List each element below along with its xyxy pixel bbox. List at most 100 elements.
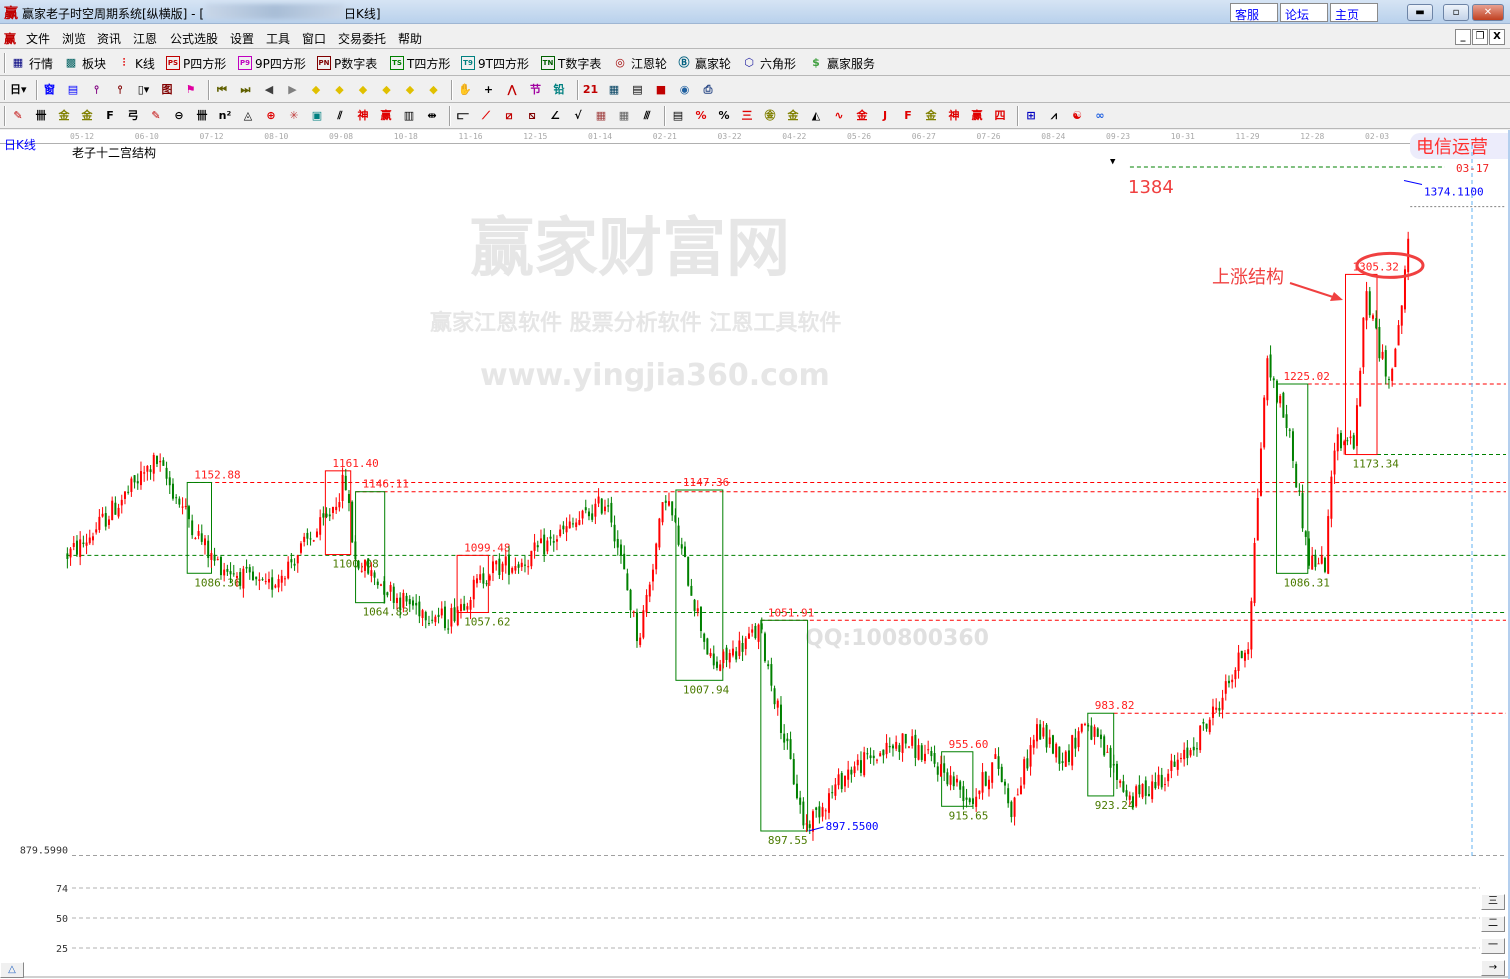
pencil-icon[interactable]: 铅 bbox=[551, 80, 567, 100]
web-icon[interactable]: ✳ bbox=[286, 106, 302, 126]
line-draw-icon[interactable]: ⋀ bbox=[504, 80, 520, 100]
menu-0[interactable]: 文件 bbox=[26, 32, 51, 46]
god-icon[interactable]: 神 bbox=[355, 106, 371, 126]
diamond-zoom-out-icon[interactable]: ◆ bbox=[426, 80, 442, 100]
panel-two-lines-button[interactable]: 二 bbox=[1481, 916, 1505, 932]
diamond-expand-icon[interactable]: ◆ bbox=[355, 80, 371, 100]
customer-service-button[interactable]: 客服 bbox=[1230, 3, 1278, 22]
menu-7[interactable]: 窗口 bbox=[302, 32, 327, 46]
measure-icon[interactable]: ⇹ bbox=[424, 106, 440, 126]
print-icon[interactable]: ⎙ bbox=[700, 80, 716, 100]
flag-icon[interactable]: ⚑ bbox=[183, 80, 199, 100]
pillar-icon[interactable]: ◭ bbox=[808, 106, 824, 126]
table-icon[interactable]: ▤ bbox=[670, 106, 686, 126]
ruler-123-icon[interactable]: ▥ bbox=[401, 106, 417, 126]
last-icon[interactable]: ⏭ bbox=[238, 80, 254, 100]
grid-2-icon[interactable]: ▦ bbox=[616, 106, 632, 126]
web-square-icon[interactable]: ▣ bbox=[309, 106, 325, 126]
taiji-icon[interactable]: ☯ bbox=[1069, 106, 1085, 126]
toolbar-9t-square-button[interactable]: T9 9T四方形 bbox=[461, 53, 529, 73]
document-icon[interactable]: ▤ bbox=[630, 80, 646, 100]
diamond-shrink-icon[interactable]: ◆ bbox=[379, 80, 395, 100]
diamond-right-icon[interactable]: ◆ bbox=[332, 80, 348, 100]
percent-lines-icon[interactable]: 三 bbox=[739, 106, 755, 126]
slashes-icon[interactable]: ⫻ bbox=[639, 106, 655, 126]
window-icon[interactable]: 窗 bbox=[42, 80, 58, 100]
grid-1-icon[interactable]: ▦ bbox=[593, 106, 609, 126]
toolbar-p-square-button[interactable]: PS P四方形 bbox=[166, 53, 226, 73]
f-fan-icon[interactable]: F bbox=[900, 106, 916, 126]
festival-icon[interactable]: 节 bbox=[528, 80, 544, 100]
bar-3-icon[interactable]: ⫯ bbox=[89, 80, 105, 100]
winner-icon[interactable]: 赢 bbox=[378, 106, 394, 126]
homepage-button[interactable]: 主页 bbox=[1330, 3, 1378, 22]
toolbar-grip[interactable] bbox=[4, 80, 6, 100]
panel-arrow-button[interactable]: → bbox=[1481, 960, 1505, 976]
angle-icon[interactable]: ∠ bbox=[547, 106, 563, 126]
expand-panel-button[interactable]: △ bbox=[0, 962, 24, 978]
bar-9-icon[interactable]: ⫯ bbox=[112, 80, 128, 100]
gold-fan-icon[interactable]: 金 bbox=[923, 106, 939, 126]
toolbar-hexagon-button[interactable]: ⬡ 六角形 bbox=[741, 53, 796, 73]
j-fan-icon[interactable]: J bbox=[877, 106, 893, 126]
box-tool-icon[interactable]: ⫍ bbox=[455, 106, 471, 126]
menu-6[interactable]: 工具 bbox=[266, 32, 291, 46]
menu-2[interactable]: 资讯 bbox=[97, 32, 122, 46]
menu-1[interactable]: 浏览 bbox=[62, 32, 87, 46]
globe-icon[interactable]: ◉ bbox=[677, 80, 693, 100]
square-series-icon[interactable]: n² bbox=[217, 106, 233, 126]
mdi-close-button[interactable]: X bbox=[1489, 29, 1505, 45]
winner-fan-icon[interactable]: 赢 bbox=[969, 106, 985, 126]
toolbar-9p-square-button[interactable]: P9 9P四方形 bbox=[238, 53, 306, 73]
cycle-lines-icon[interactable]: 卌 bbox=[33, 106, 49, 126]
fan-1-icon[interactable]: ⟋ bbox=[478, 106, 494, 126]
fibonacci-icon[interactable]: F bbox=[102, 106, 118, 126]
menu-9[interactable]: 帮助 bbox=[398, 32, 423, 46]
line-chart-icon[interactable]: ⩘ bbox=[1046, 106, 1062, 126]
fan-2-icon[interactable]: ⧄ bbox=[501, 106, 517, 126]
first-icon[interactable]: ⏮ bbox=[214, 80, 230, 100]
toolbar-gann-wheel-button[interactable]: ◎ 江恩轮 bbox=[612, 53, 667, 73]
spiral-icon[interactable]: 弓 bbox=[125, 106, 141, 126]
triangle-icon[interactable]: ◬ bbox=[240, 106, 256, 126]
gold-1-icon[interactable]: 金 bbox=[56, 106, 72, 126]
panel-three-lines-button[interactable]: 三 bbox=[1481, 894, 1505, 910]
forum-button[interactable]: 论坛 bbox=[1280, 3, 1328, 22]
parallel-icon[interactable]: ⫽ bbox=[332, 106, 348, 126]
gold-lines-icon[interactable]: 金 bbox=[785, 106, 801, 126]
pen-ruler-icon[interactable]: ✎ bbox=[148, 106, 164, 126]
grid-chart-icon[interactable]: ⊞ bbox=[1023, 106, 1039, 126]
mdi-minimize-button[interactable]: _ bbox=[1455, 29, 1471, 45]
gold-red-icon[interactable]: 金 bbox=[854, 106, 870, 126]
diamond-left-icon[interactable]: ◆ bbox=[308, 80, 324, 100]
chart-area[interactable] bbox=[0, 130, 1510, 979]
clipboard-icon[interactable]: ▤ bbox=[65, 80, 81, 100]
god-fan-icon[interactable]: 神 bbox=[946, 106, 962, 126]
hand-icon[interactable]: ✋ bbox=[457, 80, 473, 100]
circle-ruler-icon[interactable]: ⊖ bbox=[171, 106, 187, 126]
close-button[interactable]: ✕ bbox=[1472, 4, 1504, 21]
gold-circle-icon[interactable]: ㊎ bbox=[762, 106, 778, 126]
toolbar-p-number-table-button[interactable]: PN P数字表 bbox=[317, 53, 377, 73]
time-lines-icon[interactable]: 卌 bbox=[194, 106, 210, 126]
prev-icon[interactable]: ◀ bbox=[261, 80, 277, 100]
maximize-button[interactable]: ▫ bbox=[1443, 4, 1469, 21]
period-label[interactable]: 日K线 bbox=[4, 138, 36, 152]
crosshair-icon[interactable]: + bbox=[481, 80, 497, 100]
v-line-icon[interactable]: √ bbox=[570, 106, 586, 126]
menu-5[interactable]: 设置 bbox=[230, 32, 255, 46]
toolbar-winner-wheel-button[interactable]: Ⓑ 赢家轮 bbox=[676, 53, 732, 73]
percent-1-icon[interactable]: % bbox=[693, 106, 709, 126]
toolbar-winner-service-button[interactable]: $ 赢家服务 bbox=[808, 53, 875, 73]
gold-2-icon[interactable]: 金 bbox=[79, 106, 95, 126]
calendar-icon[interactable]: 21 bbox=[583, 80, 599, 100]
wave-icon[interactable]: ∿ bbox=[831, 106, 847, 126]
candle-style-icon[interactable]: ▯▾ bbox=[136, 80, 152, 100]
menu-8[interactable]: 交易委托 bbox=[338, 32, 387, 46]
percent-2-icon[interactable]: % bbox=[716, 106, 732, 126]
minimize-button[interactable]: ▬ bbox=[1407, 4, 1433, 21]
toolbar-t-square-button[interactable]: TS T四方形 bbox=[390, 53, 450, 73]
four-fan-icon[interactable]: 四 bbox=[992, 106, 1008, 126]
pen-icon[interactable]: ✎ bbox=[10, 106, 26, 126]
